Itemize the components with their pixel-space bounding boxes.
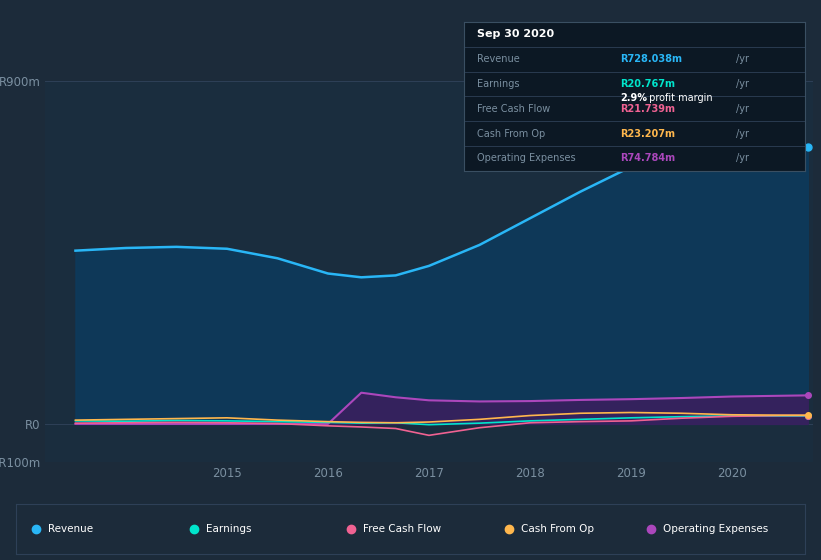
Text: /yr: /yr xyxy=(736,79,750,89)
Text: Revenue: Revenue xyxy=(478,54,521,64)
Text: Free Cash Flow: Free Cash Flow xyxy=(478,104,551,114)
Text: Cash From Op: Cash From Op xyxy=(478,129,546,138)
Text: /yr: /yr xyxy=(736,153,750,164)
Text: R20.767m: R20.767m xyxy=(621,79,676,89)
Text: Cash From Op: Cash From Op xyxy=(521,524,594,534)
Text: /yr: /yr xyxy=(736,104,750,114)
Text: Operating Expenses: Operating Expenses xyxy=(663,524,768,534)
Text: Operating Expenses: Operating Expenses xyxy=(478,153,576,164)
Text: 2.9%: 2.9% xyxy=(621,93,648,103)
Text: R728.038m: R728.038m xyxy=(621,54,682,64)
Text: R23.207m: R23.207m xyxy=(621,129,676,138)
Text: Revenue: Revenue xyxy=(48,524,93,534)
Text: profit margin: profit margin xyxy=(646,93,713,103)
Text: /yr: /yr xyxy=(736,54,750,64)
Text: Earnings: Earnings xyxy=(205,524,251,534)
Text: Sep 30 2020: Sep 30 2020 xyxy=(478,29,555,39)
Text: Earnings: Earnings xyxy=(478,79,520,89)
Text: R74.784m: R74.784m xyxy=(621,153,676,164)
Text: R21.739m: R21.739m xyxy=(621,104,676,114)
Text: Free Cash Flow: Free Cash Flow xyxy=(363,524,442,534)
Text: /yr: /yr xyxy=(736,129,750,138)
